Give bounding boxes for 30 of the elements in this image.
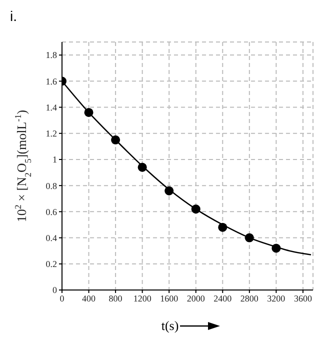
y-tick-label: 1	[52, 154, 57, 165]
y-tick-label: 0	[52, 285, 58, 296]
x-tick-label: 3200	[267, 293, 286, 304]
point	[138, 162, 147, 172]
x-tick-label: 800	[108, 293, 123, 304]
point	[164, 186, 174, 196]
y-tick-label: 0.4	[46, 232, 58, 243]
point	[272, 244, 281, 253]
x-tick-label: 2000	[186, 293, 206, 304]
x-tick-label: 2400	[214, 293, 232, 304]
point	[191, 204, 200, 214]
x-tick-label: 1200	[133, 293, 152, 304]
y-tick-label: 0.8	[46, 180, 58, 191]
x-axis-title: t(s)	[161, 318, 179, 333]
x-tick-label: 2800	[240, 293, 259, 304]
y-tick-label: 0.6	[46, 206, 58, 217]
y-tick-label: 1.6	[46, 76, 58, 86]
x-tick-label: 3600	[294, 293, 312, 304]
x-tick-label: 0	[60, 293, 65, 304]
point	[111, 135, 120, 144]
chart-title: i.	[9, 8, 18, 26]
point	[84, 108, 94, 117]
y-tick-label: 0.2	[46, 259, 57, 270]
point	[218, 222, 228, 232]
x-tick-label: 1600	[160, 293, 179, 304]
y-tick-label: 1.4	[46, 102, 58, 112]
y-tick-label: 1.2	[46, 128, 57, 139]
point	[244, 233, 254, 242]
y-tick-label: 1.8	[46, 50, 58, 60]
x-tick-label: 400	[82, 293, 96, 304]
